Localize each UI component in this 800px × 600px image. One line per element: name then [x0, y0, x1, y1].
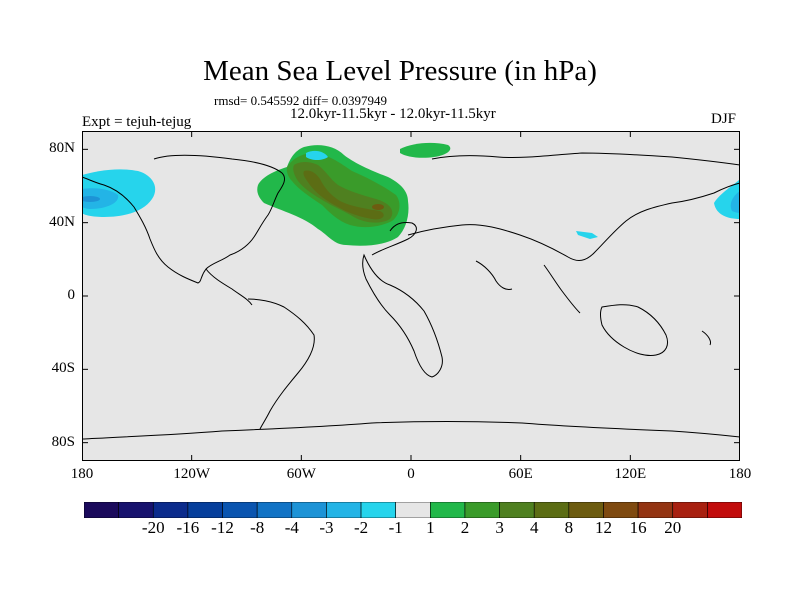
colorbar-label: -2: [353, 518, 369, 537]
colorbar-label: -3: [319, 518, 334, 537]
colorbar-swatch: [568, 502, 604, 518]
colorbar-label: 12: [594, 518, 612, 537]
lon-label: 180: [728, 466, 752, 482]
lon-label: 60W: [286, 466, 316, 482]
lat-label: 40S: [51, 360, 75, 377]
lon-label: 180: [70, 466, 94, 482]
colorbar-swatch: [118, 502, 154, 518]
world-map: [82, 131, 740, 461]
colorbar-label: 2: [460, 518, 470, 537]
colorbar-label: -4: [284, 518, 299, 537]
lat-label: 0: [67, 287, 76, 303]
lon-label: 120W: [173, 466, 210, 482]
colorbar-swatch: [499, 502, 535, 518]
colorbar-label: 20: [664, 518, 682, 537]
colorbar-swatch: [256, 502, 293, 518]
coastlines: [82, 152, 740, 440]
lat-label: 80N: [49, 140, 75, 157]
colorbar: [84, 502, 742, 518]
colorbar-label: -8: [250, 518, 265, 537]
colorbar-swatch: [187, 502, 223, 518]
colorbar-swatch: [707, 502, 742, 518]
colorbar-swatch: [672, 502, 708, 518]
colorbar-label: 4: [529, 518, 539, 537]
north-atlantic-anomaly: [257, 142, 451, 246]
colorbar-swatch: [222, 502, 258, 518]
colorbar-label: -1: [388, 518, 403, 537]
season-label: DJF: [711, 111, 737, 127]
colorbar-swatch: [291, 502, 327, 518]
colorbar-swatch: [395, 502, 431, 518]
colorbar-swatch: [637, 502, 674, 518]
lon-tickmarks: [82, 131, 740, 461]
colorbar-swatch: [360, 502, 396, 518]
lon-label: 60E: [508, 466, 533, 482]
plot-title: Mean Sea Level Pressure (in hPa): [203, 55, 597, 87]
rmsd-diff-stats: rmsd= 0.545592 diff= 0.0397949: [214, 93, 387, 108]
colorbar-swatch: [533, 502, 570, 518]
colorbar-label: -20: [141, 518, 165, 537]
lon-label: 0: [407, 466, 415, 482]
period-label: 12.0kyr-11.5kyr - 12.0kyr-11.5kyr: [290, 106, 496, 122]
colorbar-label: -12: [211, 518, 234, 537]
lat-tickmarks: [82, 148, 740, 444]
colorbar-swatch: [152, 502, 189, 518]
colorbar-swatch: [603, 502, 639, 518]
north-pacific-anomaly: [82, 150, 740, 239]
experiment-label: Expt = tejuh-tejug: [82, 114, 192, 130]
colorbar-swatch: [326, 502, 362, 518]
lat-label: 40N: [49, 213, 75, 230]
lon-label: 120E: [614, 466, 647, 482]
colorbar-swatch: [464, 502, 500, 518]
colorbar-label: -16: [176, 518, 200, 537]
colorbar-label: 8: [564, 518, 574, 537]
colorbar-swatch: [430, 502, 466, 518]
colorbar-label: 16: [629, 518, 647, 537]
map-background: [82, 131, 740, 461]
colorbar-label: 3: [495, 518, 504, 537]
colorbar-label: 1: [426, 518, 435, 537]
lat-label: 80S: [51, 433, 75, 450]
colorbar-swatch: [84, 502, 119, 518]
